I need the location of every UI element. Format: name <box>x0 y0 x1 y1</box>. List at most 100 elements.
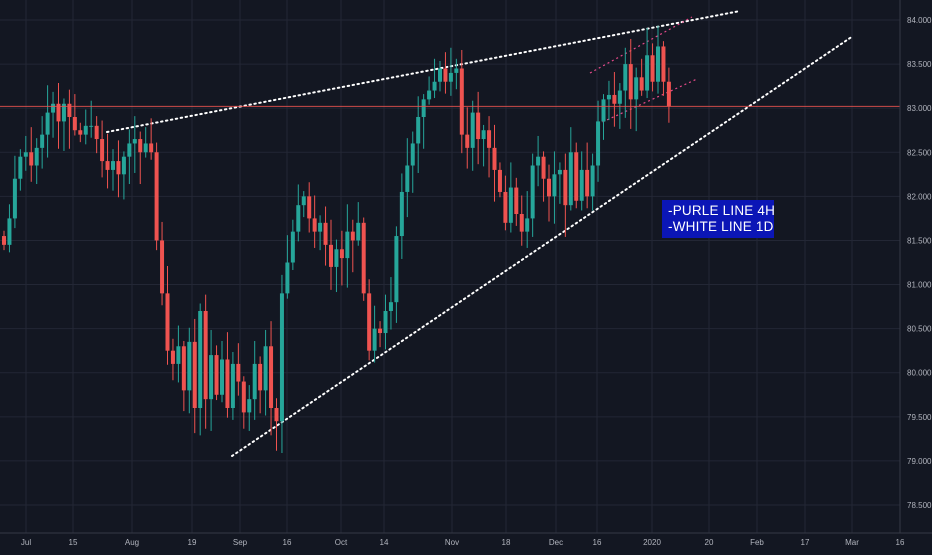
candle-body <box>187 341 192 391</box>
channel-lower-4h <box>597 78 698 125</box>
candle-body <box>388 302 393 311</box>
candle <box>606 80 611 121</box>
x-tick-label: 18 <box>502 538 511 547</box>
candle-body <box>12 178 17 219</box>
candle-body <box>399 191 404 237</box>
candle <box>388 277 393 330</box>
candle-body <box>258 363 263 391</box>
candle-body <box>383 311 388 334</box>
annotation-label[interactable]: -PURLE LINE 4H -WHITE LINE 1D <box>662 200 775 238</box>
candle <box>623 47 628 118</box>
candle <box>318 215 323 251</box>
candle-body <box>67 103 72 117</box>
candle <box>263 329 268 416</box>
candle <box>454 58 459 90</box>
candle-body <box>656 46 660 82</box>
candle-body <box>274 408 279 422</box>
candle <box>18 149 23 191</box>
candle-body <box>394 236 399 303</box>
x-tick-label: 16 <box>283 538 292 547</box>
candle <box>525 191 530 248</box>
candle-body <box>339 249 344 259</box>
candle-body <box>356 222 361 241</box>
candle-body <box>285 262 290 294</box>
candle-body <box>519 214 524 232</box>
candle <box>116 140 121 198</box>
candle-body <box>56 103 61 122</box>
candle-body <box>666 81 671 107</box>
candle-body <box>367 293 372 351</box>
candle <box>12 155 17 229</box>
candle <box>40 116 45 169</box>
candle <box>56 83 61 149</box>
candle-body <box>639 77 644 91</box>
candle-body <box>601 99 606 122</box>
candle-body <box>149 143 154 153</box>
candle <box>143 127 148 158</box>
candle-body <box>454 68 459 73</box>
candle <box>329 219 333 290</box>
candle <box>203 294 208 429</box>
candle-body <box>78 130 83 135</box>
candle-body <box>220 359 224 395</box>
candle-body <box>45 112 50 135</box>
candle-body <box>476 112 481 140</box>
candle-body <box>301 196 306 206</box>
candle <box>247 385 252 431</box>
candle <box>34 138 39 185</box>
candle-body <box>563 169 568 206</box>
candle-body <box>585 169 590 197</box>
candle-body <box>121 156 126 175</box>
candle <box>334 239 339 293</box>
candle <box>585 142 590 209</box>
candle <box>339 230 344 286</box>
candle-body <box>290 231 295 263</box>
candle-body <box>18 156 23 179</box>
candle-body <box>497 169 502 192</box>
candle <box>514 177 519 226</box>
candle-body <box>111 161 115 170</box>
candle-body <box>345 231 350 259</box>
candle-body <box>443 68 448 82</box>
candle-body <box>307 196 312 219</box>
x-axis[interactable]: Jul 15 Aug 19 Sep 16 Oct 14 Nov 18 Dec 16 2020 20 Feb 1… <box>0 532 932 547</box>
candle-body <box>596 121 601 166</box>
candle <box>552 151 557 224</box>
candle-body <box>361 222 366 294</box>
candle-body <box>94 125 99 140</box>
y-tick-label: 80.000 <box>907 369 932 378</box>
x-tick-label: 2020 <box>643 538 661 547</box>
candle <box>470 100 475 171</box>
candle-body <box>530 165 535 219</box>
candle-body <box>323 222 328 245</box>
candle-body <box>138 139 143 153</box>
candle-body <box>661 46 666 82</box>
candle-body <box>312 218 317 232</box>
candle <box>192 318 197 434</box>
x-tick-label: 16 <box>896 538 905 547</box>
x-tick-label: 17 <box>801 538 810 547</box>
candle <box>269 321 274 436</box>
x-tick-label: 14 <box>380 538 389 547</box>
candle <box>492 124 497 202</box>
candle-body <box>590 165 595 197</box>
candle <box>661 41 666 96</box>
channel-upper-4h <box>589 16 693 74</box>
candle <box>252 340 257 420</box>
y-axis[interactable]: 78.500 79.000 79.500 80.000 80.500 81.000 81.5… <box>899 0 932 550</box>
candle <box>214 345 219 401</box>
candle <box>438 61 442 92</box>
candle-body <box>405 165 410 192</box>
candle-body <box>89 125 94 127</box>
candle <box>666 67 671 123</box>
x-tick-label: 20 <box>705 538 714 547</box>
candle <box>2 230 6 251</box>
candle-body <box>279 293 284 422</box>
candle <box>138 131 143 185</box>
candle <box>301 191 306 218</box>
candle-body <box>508 187 513 223</box>
candle-body <box>410 143 415 166</box>
candle-body <box>465 134 470 148</box>
